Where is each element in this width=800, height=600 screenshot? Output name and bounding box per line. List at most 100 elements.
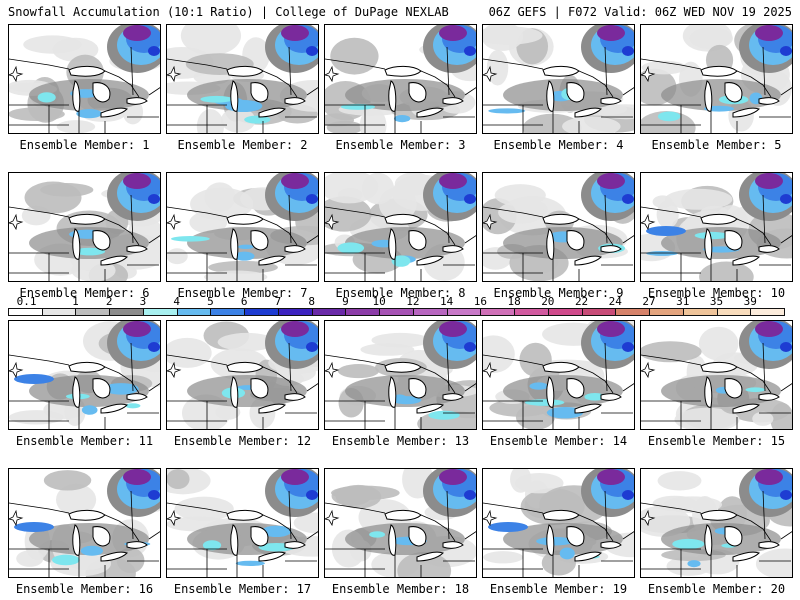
run-valid-time: 06Z GEFS | F072 Valid: 06Z WED NOV 19 20…	[488, 5, 792, 19]
snowfall-map	[641, 469, 792, 577]
colorbar-cell	[412, 308, 448, 316]
ensemble-member-label: Ensemble Member: 7	[177, 286, 308, 300]
colorbar-cell	[41, 308, 77, 316]
colorbar-tick-label: 8	[308, 295, 315, 308]
snowfall-map	[167, 25, 318, 133]
colorbar-cell	[109, 308, 144, 316]
colorbar-tick-label: 39	[743, 295, 757, 308]
colorbar-cell	[446, 308, 482, 316]
snowfall-map	[483, 321, 634, 429]
ensemble-map-panel	[640, 172, 793, 282]
colorbar-cell	[8, 308, 43, 316]
snowfall-map	[641, 25, 792, 133]
snowfall-map	[167, 173, 318, 281]
ensemble-member-label: Ensemble Member: 2	[177, 138, 308, 152]
colorbar-cell	[244, 308, 279, 316]
colorbar-cell	[210, 308, 246, 316]
ensemble-map-panel	[166, 24, 319, 134]
ensemble-map-panel	[324, 24, 477, 134]
snowfall-map	[167, 321, 318, 429]
colorbar-tick-label: 20	[541, 295, 555, 308]
ensemble-member-label: Ensemble Member: 4	[493, 138, 624, 152]
snowfall-map	[325, 173, 476, 281]
colorbar-tick-label: 18	[507, 295, 521, 308]
ensemble-map-panel	[640, 468, 793, 578]
snowfall-map	[9, 469, 160, 577]
snowfall-map	[325, 469, 476, 577]
colorbar-tick-label: 5	[207, 295, 214, 308]
snowfall-map	[641, 173, 792, 281]
ensemble-member-label: Ensemble Member: 11	[15, 434, 154, 448]
ensemble-map-panel	[324, 468, 477, 578]
ensemble-map-panel	[482, 320, 635, 430]
ensemble-member-label: Ensemble Member: 3	[335, 138, 466, 152]
colorbar-tick-label: 6	[240, 295, 248, 308]
colorbar-tick-label: 22	[574, 295, 589, 308]
ensemble-map-panel	[324, 320, 477, 430]
colorbar-cell	[142, 308, 178, 316]
colorbar-tick-label: 12	[406, 295, 420, 308]
ensemble-member-label: Ensemble Member: 15	[647, 434, 786, 448]
ensemble-map-panel	[8, 320, 161, 430]
ensemble-member-label: Ensemble Member: 20	[647, 582, 786, 596]
colorbar-cell	[716, 308, 752, 316]
chart-title: Snowfall Accumulation (10:1 Ratio) | Col…	[8, 5, 449, 19]
colorbar-cell	[649, 308, 684, 316]
ensemble-member-label: Ensemble Member: 10	[647, 286, 786, 300]
snowfall-map	[483, 173, 634, 281]
snowfall-map	[9, 25, 160, 133]
colorbar-tick-label: 4	[173, 295, 180, 308]
colorbar-tick-label: 0.1	[16, 295, 37, 308]
snowfall-map	[325, 321, 476, 429]
ensemble-map-panel	[166, 468, 319, 578]
ensemble-map-panel	[482, 172, 635, 282]
snowfall-map	[641, 321, 792, 429]
colorbar-tick-label: 16	[473, 295, 487, 308]
snowfall-map	[9, 173, 160, 281]
colorbar-cell	[345, 308, 381, 316]
ensemble-member-label: Ensemble Member: 13	[331, 434, 470, 448]
ensemble-map-panel	[8, 24, 161, 134]
snowfall-map	[167, 469, 318, 577]
colorbar-cell	[581, 308, 617, 316]
snowfall-colorbar: 0.1 1 2 3 4 5 6 7 8 9 10 12 14 16 18 20 22 24 27 31 35 39	[8, 295, 785, 318]
ensemble-member-label: Ensemble Member: 9	[493, 286, 624, 300]
ensemble-map-panel	[324, 172, 477, 282]
colorbar-cell	[277, 308, 313, 316]
ensemble-map-panel	[8, 468, 161, 578]
colorbar-cell	[379, 308, 414, 316]
colorbar-tick-label: 27	[642, 295, 656, 308]
ensemble-member-label: Ensemble Member: 14	[489, 434, 628, 448]
colorbar-tick-label: 31	[676, 295, 690, 308]
colorbar-cell	[514, 308, 549, 316]
ensemble-member-label: Ensemble Member: 16	[15, 582, 154, 596]
colorbar-cell	[547, 308, 583, 316]
colorbar-tick-label: 24	[608, 295, 622, 308]
colorbar-tick-label: 1	[72, 295, 79, 308]
colorbar-tick-label: 3	[139, 295, 147, 308]
snowfall-map	[9, 321, 160, 429]
ensemble-member-label: Ensemble Member: 19	[489, 582, 628, 596]
ensemble-member-label: Ensemble Member: 5	[651, 138, 782, 152]
ensemble-member-label: Ensemble Member: 12	[173, 434, 312, 448]
ensemble-member-label: Ensemble Member: 1	[19, 138, 150, 152]
colorbar-cell	[682, 308, 718, 316]
colorbar-tick-label: 9	[342, 295, 349, 308]
ensemble-member-label: Ensemble Member: 17	[173, 582, 312, 596]
snowfall-map	[483, 469, 634, 577]
ensemble-map-panel	[482, 24, 635, 134]
ensemble-map-panel	[640, 320, 793, 430]
colorbar-tick-label: 2	[105, 295, 113, 308]
snowfall-map	[483, 25, 634, 133]
colorbar-cell	[311, 308, 347, 316]
ensemble-map-panel	[166, 172, 319, 282]
ensemble-member-label: Ensemble Member: 8	[335, 286, 466, 300]
ensemble-map-panel	[166, 320, 319, 430]
colorbar-tick-label: 35	[709, 295, 724, 308]
ensemble-map-panel	[640, 24, 793, 134]
colorbar-tick-label: 10	[372, 295, 386, 308]
colorbar-tick-label: 7	[274, 295, 282, 308]
ensemble-map-panel	[8, 172, 161, 282]
colorbar-cell	[615, 308, 651, 316]
